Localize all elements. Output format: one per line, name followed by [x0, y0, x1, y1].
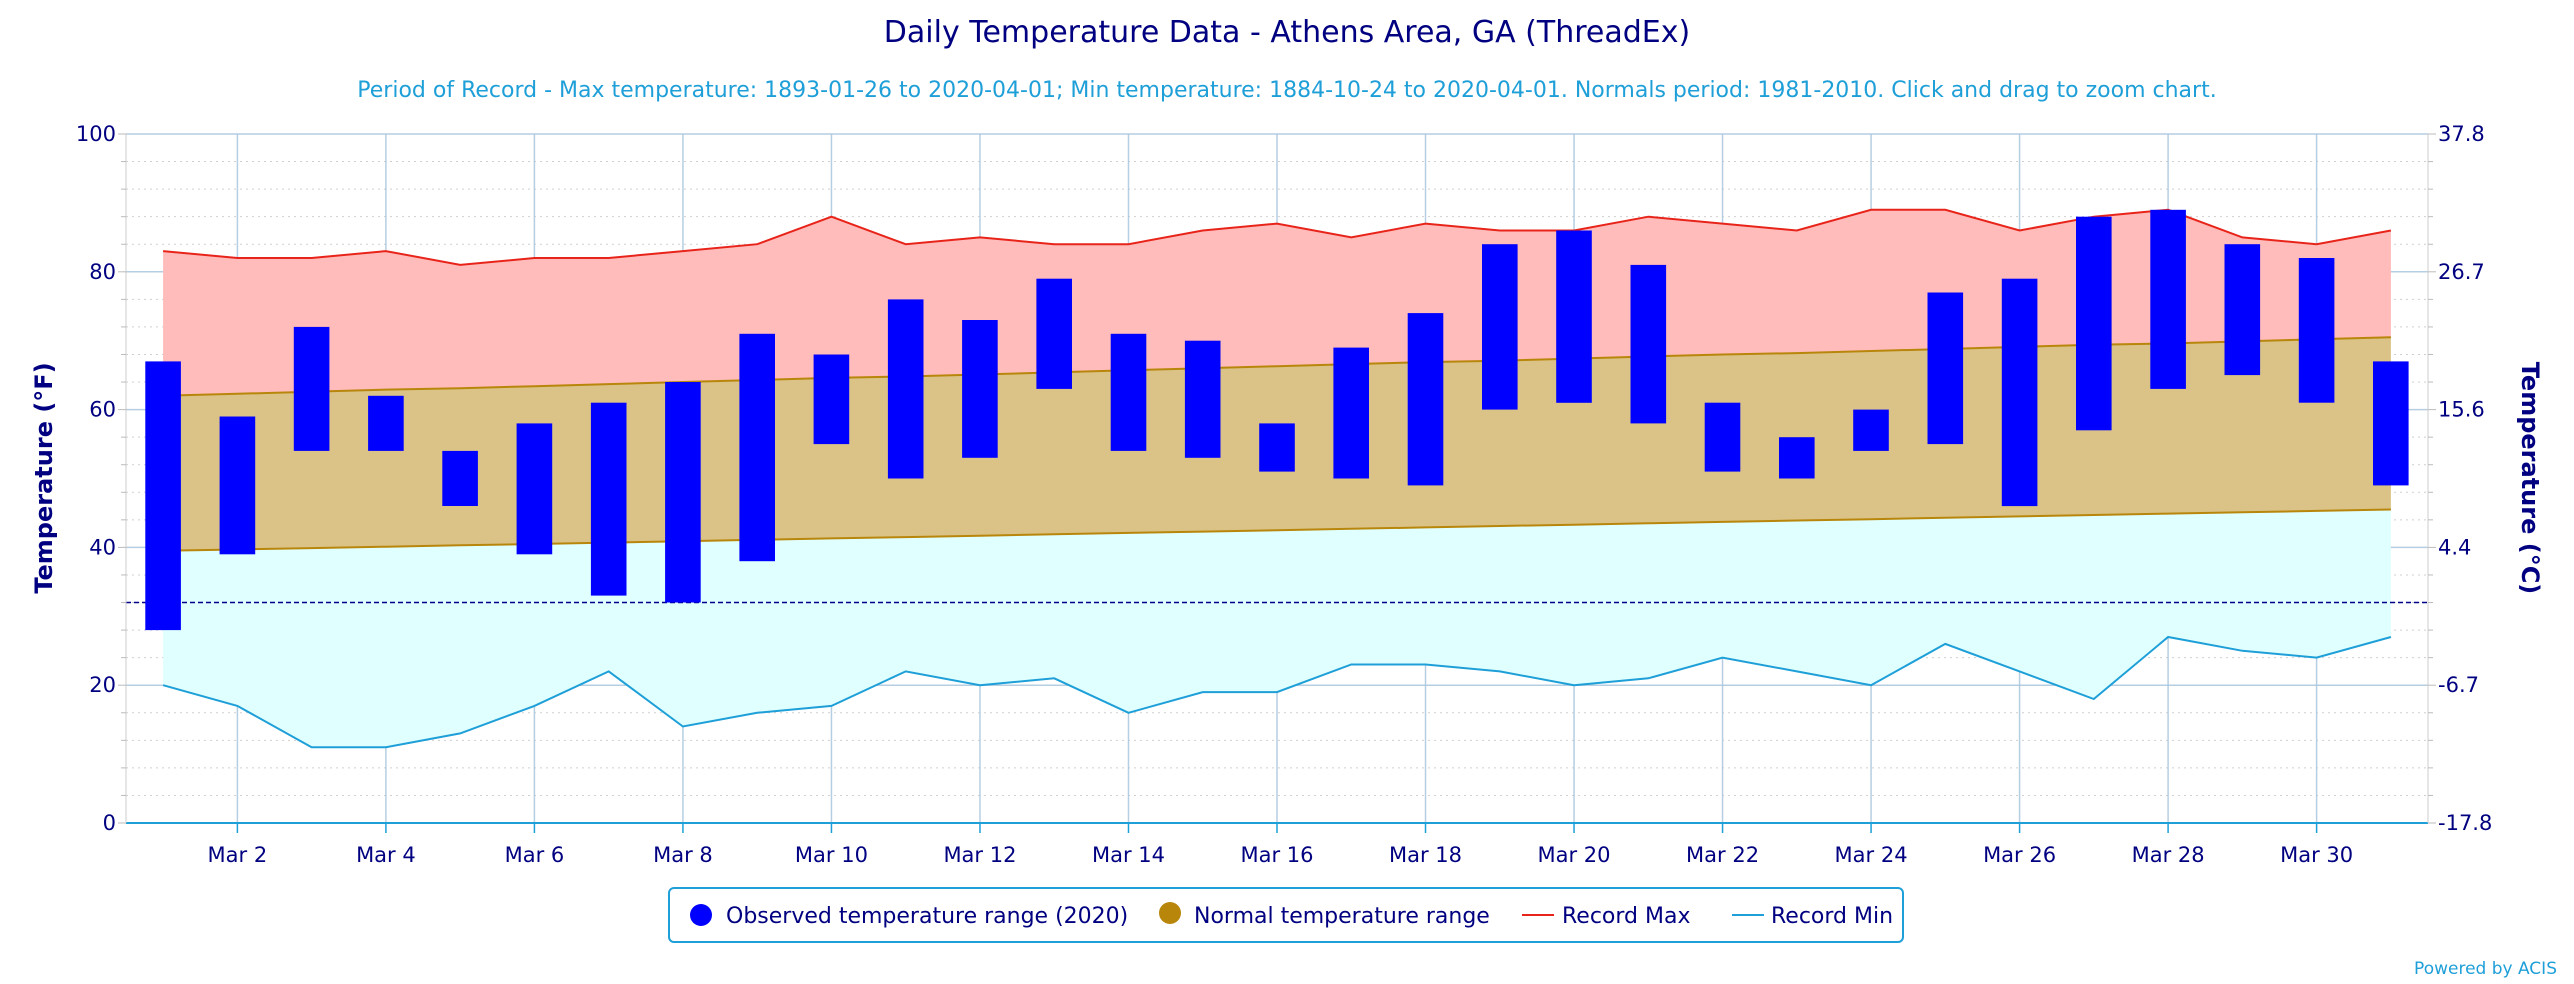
y-axis-title-left: Temperature (°F)	[30, 362, 58, 593]
x-tick-label-mar-22: Mar 22	[1686, 843, 1759, 867]
y-tick-left-60: 60	[89, 398, 116, 422]
legend-box	[668, 887, 1904, 943]
observed-bar-mar-23	[1779, 437, 1815, 479]
observed-bar-mar-24	[1853, 409, 1889, 451]
legend-item-normal[interactable]: Normal temperature range	[1159, 902, 1490, 929]
y-axis-title-right: Temperature (°C)	[2516, 362, 2544, 595]
x-tick-label-mar-30: Mar 30	[2280, 843, 2353, 867]
x-tick-label-mar-4: Mar 4	[356, 843, 416, 867]
observed-bar-mar-10	[813, 354, 850, 445]
observed-bars	[145, 209, 2409, 631]
legend[interactable]: Observed temperature range (2020) Normal…	[668, 887, 1904, 943]
observed-bar-mar-19	[1482, 244, 1518, 410]
observed-bar-mar-21	[1630, 264, 1667, 424]
observed-bar-mar-1	[145, 361, 181, 631]
observed-bar-mar-4	[368, 395, 404, 451]
x-tick-label-mar-20: Mar 20	[1538, 843, 1611, 867]
observed-bar-mar-2	[219, 416, 256, 555]
observed-bar-mar-9	[739, 333, 775, 562]
observed-bar-mar-11	[887, 299, 924, 479]
observed-bar-mar-15	[1184, 340, 1221, 458]
x-tick-label-mar-2: Mar 2	[208, 843, 268, 867]
y-tick-left-20: 20	[89, 673, 116, 697]
observed-bar-mar-8	[665, 382, 701, 603]
legend-label-record-min: Record Min	[1771, 904, 1893, 929]
observed-bar-mar-14	[1110, 333, 1147, 451]
observed-bar-mar-31	[2373, 361, 2409, 486]
x-tick-label-mar-6: Mar 6	[505, 843, 565, 867]
x-tick-label-mar-10: Mar 10	[795, 843, 868, 867]
band-areas	[163, 209, 2391, 748]
legend-label-record-max: Record Max	[1562, 904, 1691, 929]
powered-by-credit[interactable]: Powered by ACIS	[2414, 959, 2557, 979]
x-tick-label-mar-8: Mar 8	[653, 843, 713, 867]
observed-bar-mar-30	[2298, 258, 2335, 403]
y-tick-left-40: 40	[89, 535, 116, 559]
observed-bar-mar-22	[1704, 402, 1741, 472]
legend-item-record-max[interactable]: Record Max	[1522, 904, 1691, 929]
y-tick-right-15.6: 15.6	[2438, 398, 2485, 422]
observed-bar-mar-5	[442, 450, 478, 506]
x-tick-label-mar-26: Mar 26	[1983, 843, 2056, 867]
observed-bar-mar-27	[2076, 216, 2112, 431]
observed-bar-mar-28	[2150, 209, 2186, 389]
observed-bar-mar-13	[1036, 278, 1072, 389]
x-tick-label-mar-24: Mar 24	[1835, 843, 1908, 867]
axes: 0 20 40 60 80 100 -17.8 -6.7 4.4 15.6 26.7 37.8 Mar …	[76, 122, 2492, 867]
record-min-area	[163, 509, 2391, 748]
x-tick-label-mar-16: Mar 16	[1240, 843, 1313, 867]
record-max-area	[163, 209, 2391, 396]
x-tick-label-mar-28: Mar 28	[2132, 843, 2205, 867]
x-tick-label-mar-14: Mar 14	[1092, 843, 1165, 867]
y-tick-left-100: 100	[76, 122, 116, 146]
observed-bar-mar-25	[1927, 292, 1964, 445]
record-max-line	[163, 208, 2392, 266]
record-min-line	[162, 635, 2392, 749]
legend-item-observed[interactable]: Observed temperature range (2020)	[690, 904, 1128, 929]
observed-bar-mar-26	[2001, 278, 2038, 507]
chart-subtitle: Period of Record - Max temperature: 1893…	[357, 78, 2216, 103]
observed-bar-mar-3	[293, 326, 330, 451]
chart-title: Daily Temperature Data - Athens Area, GA…	[884, 15, 1690, 50]
y-tick-right-26.7: 26.7	[2438, 260, 2485, 284]
y-tick-left-0: 0	[103, 811, 116, 835]
observed-bar-mar-18	[1407, 313, 1444, 486]
x-tick-label-mar-18: Mar 18	[1389, 843, 1462, 867]
legend-symbol-normal	[1159, 902, 1181, 924]
legend-label-normal: Normal temperature range	[1194, 904, 1490, 929]
x-tick-label-mar-12: Mar 12	[943, 843, 1016, 867]
y-tick-right--6.7: -6.7	[2438, 673, 2479, 697]
observed-bar-mar-16	[1259, 423, 1295, 472]
observed-bar-mar-29	[2224, 244, 2261, 376]
y-tick-left-80: 80	[89, 260, 116, 284]
observed-bar-mar-6	[516, 423, 553, 555]
y-tick-right-4.4: 4.4	[2438, 535, 2471, 559]
legend-label-observed: Observed temperature range (2020)	[726, 904, 1128, 929]
observed-bar-mar-17	[1333, 347, 1369, 479]
observed-bar-mar-12	[962, 320, 998, 458]
legend-symbol-observed	[690, 904, 712, 926]
y-tick-right--17.8: -17.8	[2438, 811, 2492, 835]
observed-bar-mar-20	[1556, 230, 1592, 403]
y-tick-right-37.8: 37.8	[2438, 122, 2485, 146]
observed-bar-mar-7	[590, 402, 627, 596]
legend-item-record-min[interactable]: Record Min	[1732, 904, 1893, 929]
